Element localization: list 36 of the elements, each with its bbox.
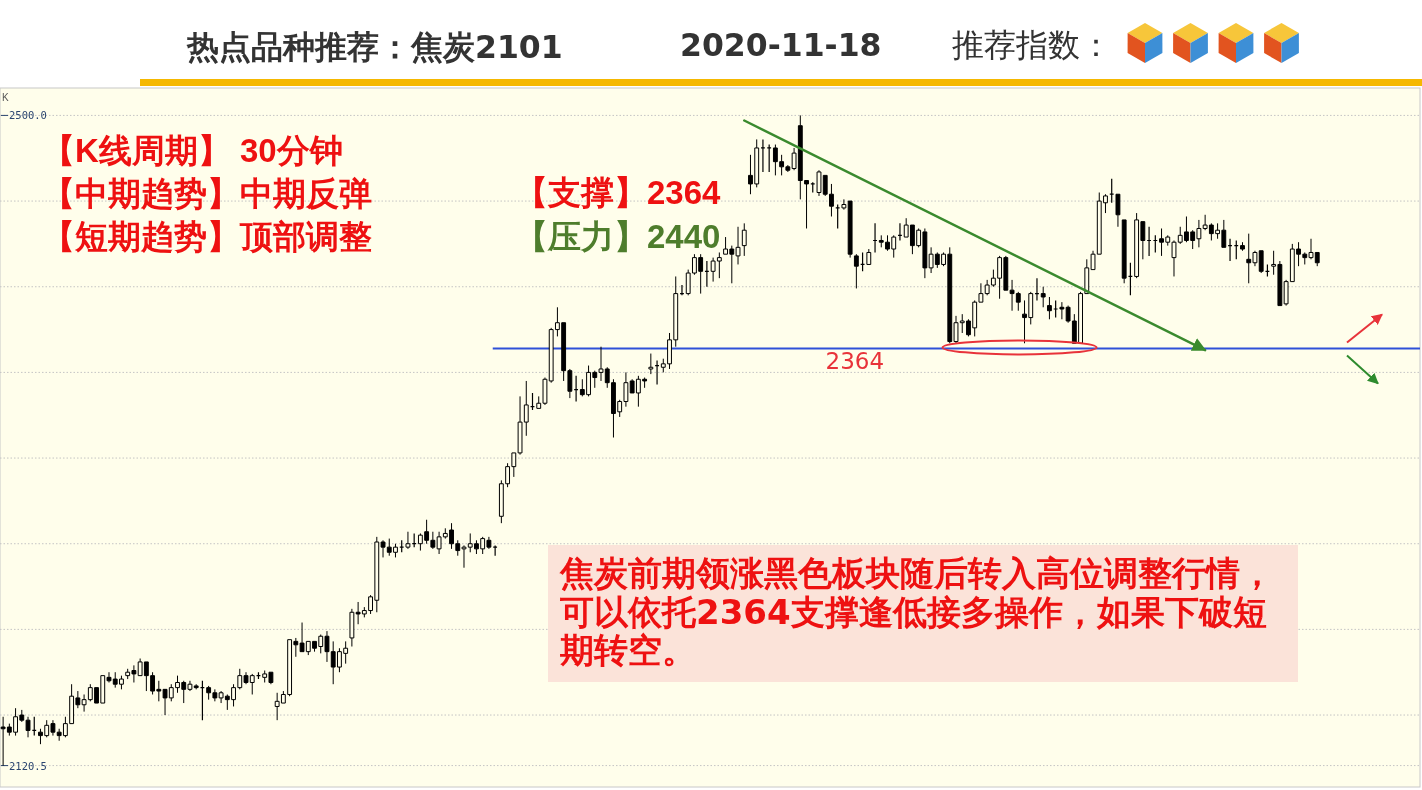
candlestick bbox=[573, 375, 579, 403]
candlestick bbox=[766, 143, 772, 173]
chart-title: 热点品种推荐：焦炭2101 bbox=[186, 29, 563, 65]
candlestick bbox=[654, 359, 660, 385]
chart-subtitle: 2020-11-18 bbox=[680, 27, 882, 63]
candlestick bbox=[492, 544, 498, 557]
candlestick bbox=[679, 284, 685, 296]
candlestick bbox=[1034, 277, 1040, 302]
candlestick bbox=[1240, 241, 1245, 252]
candlestick bbox=[741, 222, 747, 257]
candlestick bbox=[529, 392, 536, 411]
annotation: 焦炭前期领涨黑色板块随后转入高位调整行情，可以依托2364支撑逢低接多操作，如果下破短期转空。 bbox=[548, 545, 1298, 682]
y-tick-label: 2120.5 bbox=[9, 759, 47, 772]
candlestick bbox=[872, 222, 878, 254]
candlestick bbox=[1146, 226, 1152, 257]
annotation: 【中期趋势】中期反弹 bbox=[42, 174, 372, 212]
annotation: 【支撑】2364 bbox=[515, 173, 722, 211]
candlestick bbox=[704, 260, 710, 288]
candlestick bbox=[1152, 234, 1158, 254]
candlestick bbox=[847, 200, 853, 259]
annotation: K bbox=[2, 91, 9, 103]
candlestick bbox=[1233, 239, 1239, 260]
candlestick bbox=[1227, 238, 1233, 262]
annotation: 【短期趋势】顶部调整 bbox=[42, 217, 372, 255]
text: 推荐指数： bbox=[952, 26, 1112, 64]
y-tick-label: 2500.0 bbox=[9, 109, 47, 122]
candlestick bbox=[853, 253, 859, 289]
annotation: 【压力】2440 bbox=[515, 217, 721, 255]
candlestick bbox=[897, 222, 903, 242]
annotation: 【K线周期】 30分钟 bbox=[42, 131, 343, 169]
candlestick bbox=[1047, 296, 1052, 320]
candlestick bbox=[1040, 286, 1046, 308]
ref-line-label: 2364 bbox=[825, 348, 885, 375]
candlestick bbox=[349, 608, 355, 648]
candlestick bbox=[760, 138, 766, 173]
candlestick bbox=[648, 353, 654, 375]
